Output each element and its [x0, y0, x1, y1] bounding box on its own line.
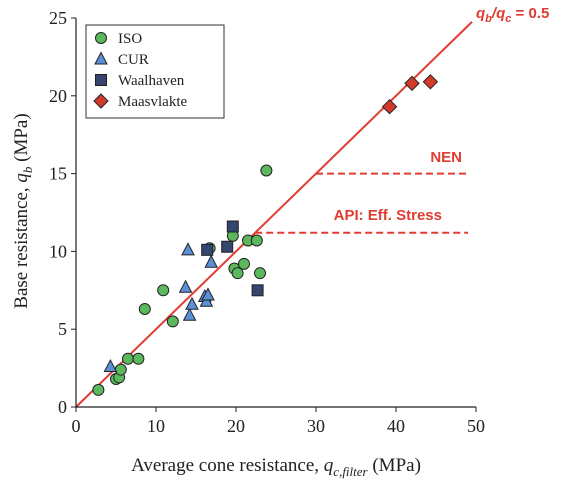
- waalhaven-point: [201, 243, 214, 256]
- legend-waalhaven-label: Waalhaven: [118, 73, 185, 89]
- ratio-line-label: qb/qc = 0.5: [476, 5, 549, 25]
- iso-point: [157, 284, 170, 297]
- iso-point: [238, 257, 250, 270]
- iso-point: [231, 267, 244, 280]
- iso-point: [260, 164, 273, 177]
- iso-point: [114, 363, 127, 376]
- ratio-line: [75, 21, 473, 408]
- waalhaven-point: [226, 220, 239, 233]
- x-tick-label: 10: [147, 416, 165, 436]
- iso-point: [166, 315, 179, 328]
- legend-maasvlakte-marker: [93, 93, 109, 109]
- cur-point: [204, 254, 219, 268]
- x-tick-label: 20: [227, 416, 245, 436]
- maasvlakte-point: [381, 98, 398, 115]
- cur-point: [103, 358, 118, 373]
- legend-maasvlakte-label: Maasvlakte: [118, 94, 187, 110]
- y-tick-label: 5: [58, 319, 67, 339]
- iso-point: [138, 302, 151, 315]
- y-axis-title: Base resistance, qb (MPa): [11, 113, 35, 308]
- legend: ISO CUR Waalhaven Maasvlakte: [85, 24, 225, 119]
- y-tick-label: 25: [49, 8, 67, 28]
- iso-point: [254, 267, 266, 280]
- x-tick-label: 50: [467, 416, 485, 436]
- legend-cur-label: CUR: [118, 52, 149, 68]
- waalhaven-point: [221, 240, 234, 253]
- y-tick-label: 15: [49, 164, 67, 184]
- reference-lines: [75, 21, 473, 408]
- x-tick-label: 0: [72, 416, 81, 436]
- cur-point: [201, 287, 215, 301]
- legend-waalhaven-marker: [95, 74, 107, 86]
- maasvlakte-point: [404, 75, 420, 92]
- legend-iso-marker: [95, 32, 107, 44]
- waalhaven-point: [251, 284, 264, 297]
- x-tick-label: 40: [387, 416, 405, 436]
- iso-point: [122, 352, 134, 365]
- cur-point: [178, 279, 193, 293]
- data-points: [92, 74, 439, 396]
- axes: 0 10 20 30 40 50 0 5 10 15 20 25: [49, 8, 485, 436]
- iso-point: [132, 352, 145, 365]
- maasvlakte-point: [422, 74, 439, 90]
- legend-iso-label: ISO: [118, 31, 142, 47]
- cur-point: [182, 307, 197, 321]
- y-tick-label: 10: [49, 241, 67, 261]
- cur-point: [185, 296, 199, 310]
- api-label: API: Eff. Stress: [334, 207, 442, 224]
- nen-label: NEN: [430, 149, 462, 166]
- y-tick-label: 20: [49, 86, 67, 106]
- y-tick-label: 0: [58, 397, 67, 417]
- legend-cur-marker: [94, 51, 108, 65]
- iso-point: [92, 383, 105, 396]
- x-tick-label: 30: [307, 416, 325, 436]
- x-axis-title: Average cone resistance, qc,filter (MPa): [131, 455, 421, 479]
- iso-point: [250, 234, 263, 247]
- legend-box: [85, 24, 225, 119]
- cur-point: [181, 242, 195, 256]
